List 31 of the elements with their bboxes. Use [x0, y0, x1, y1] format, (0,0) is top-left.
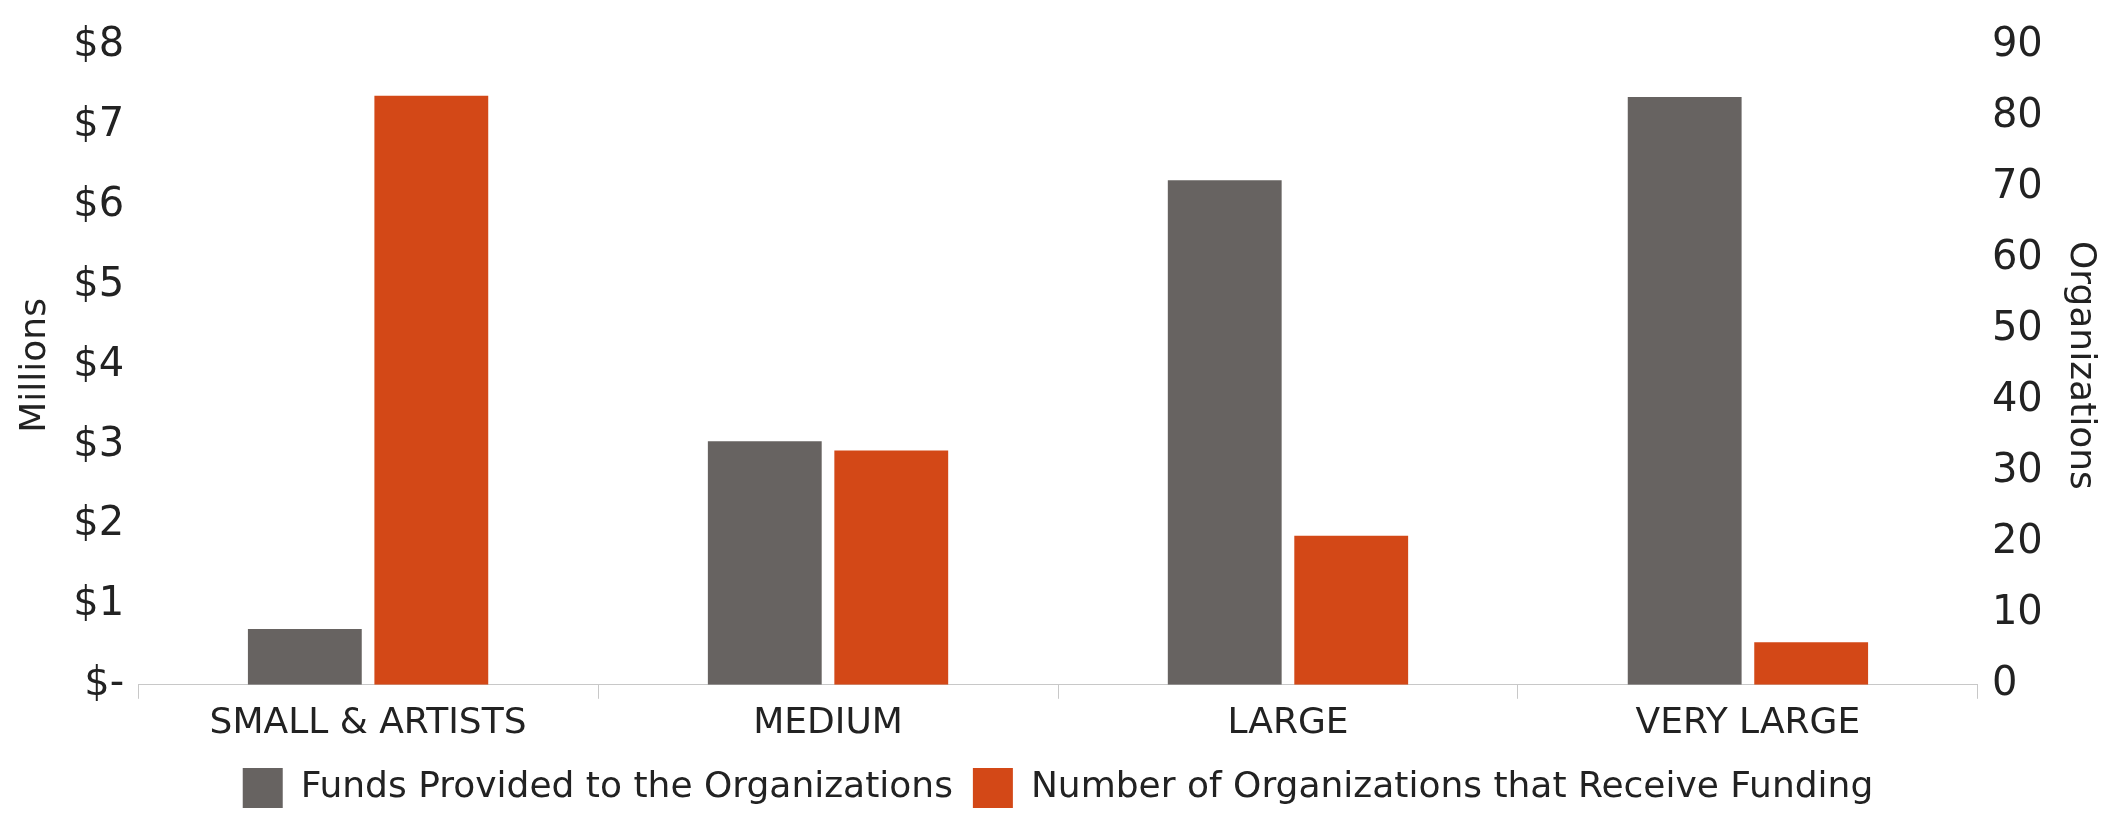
y-tick-label: $7: [73, 99, 125, 146]
x-tick-label: SMALL & ARTISTS: [209, 699, 527, 741]
y2-tick-label: 50: [1991, 303, 2043, 350]
y-tick-label: $8: [73, 19, 125, 66]
y2-tick-label: 60: [1991, 232, 2043, 279]
bar: [374, 95, 489, 685]
y-tick-label: $-: [84, 658, 125, 705]
x-tick-label: VERY LARGE: [1635, 699, 1861, 741]
y2-tick-label: 20: [1991, 516, 2043, 563]
x-tick-label: MEDIUM: [753, 699, 903, 741]
y2-tick-label: 30: [1991, 445, 2043, 492]
legend-label: Funds Provided to the Organizations: [300, 764, 953, 806]
y2-tick-label: 90: [1991, 19, 2043, 66]
y2-tick-label: 10: [1991, 587, 2043, 634]
y2-tick-label: 0: [1991, 658, 2018, 705]
y-tick-label: $4: [73, 338, 125, 385]
bar: [834, 450, 949, 685]
y2-axis-title: Organizations: [2063, 240, 2105, 490]
y-tick-label: $5: [73, 258, 125, 305]
y-tick-label: $3: [73, 418, 125, 465]
y2-tick-label: 40: [1991, 374, 2043, 421]
y-tick-label: $1: [73, 578, 125, 625]
y-tick-label: $6: [73, 179, 125, 226]
bar: [1754, 642, 1869, 685]
x-tick-label: LARGE: [1227, 699, 1349, 741]
bar: [1294, 535, 1409, 685]
legend-label: Number of Organizations that Receive Funding: [1030, 764, 1874, 806]
y-axis-title: Millions: [11, 298, 53, 433]
y2-tick-label: 80: [1991, 90, 2043, 137]
y-tick-label: $2: [73, 498, 125, 545]
y2-tick-label: 70: [1991, 161, 2043, 208]
